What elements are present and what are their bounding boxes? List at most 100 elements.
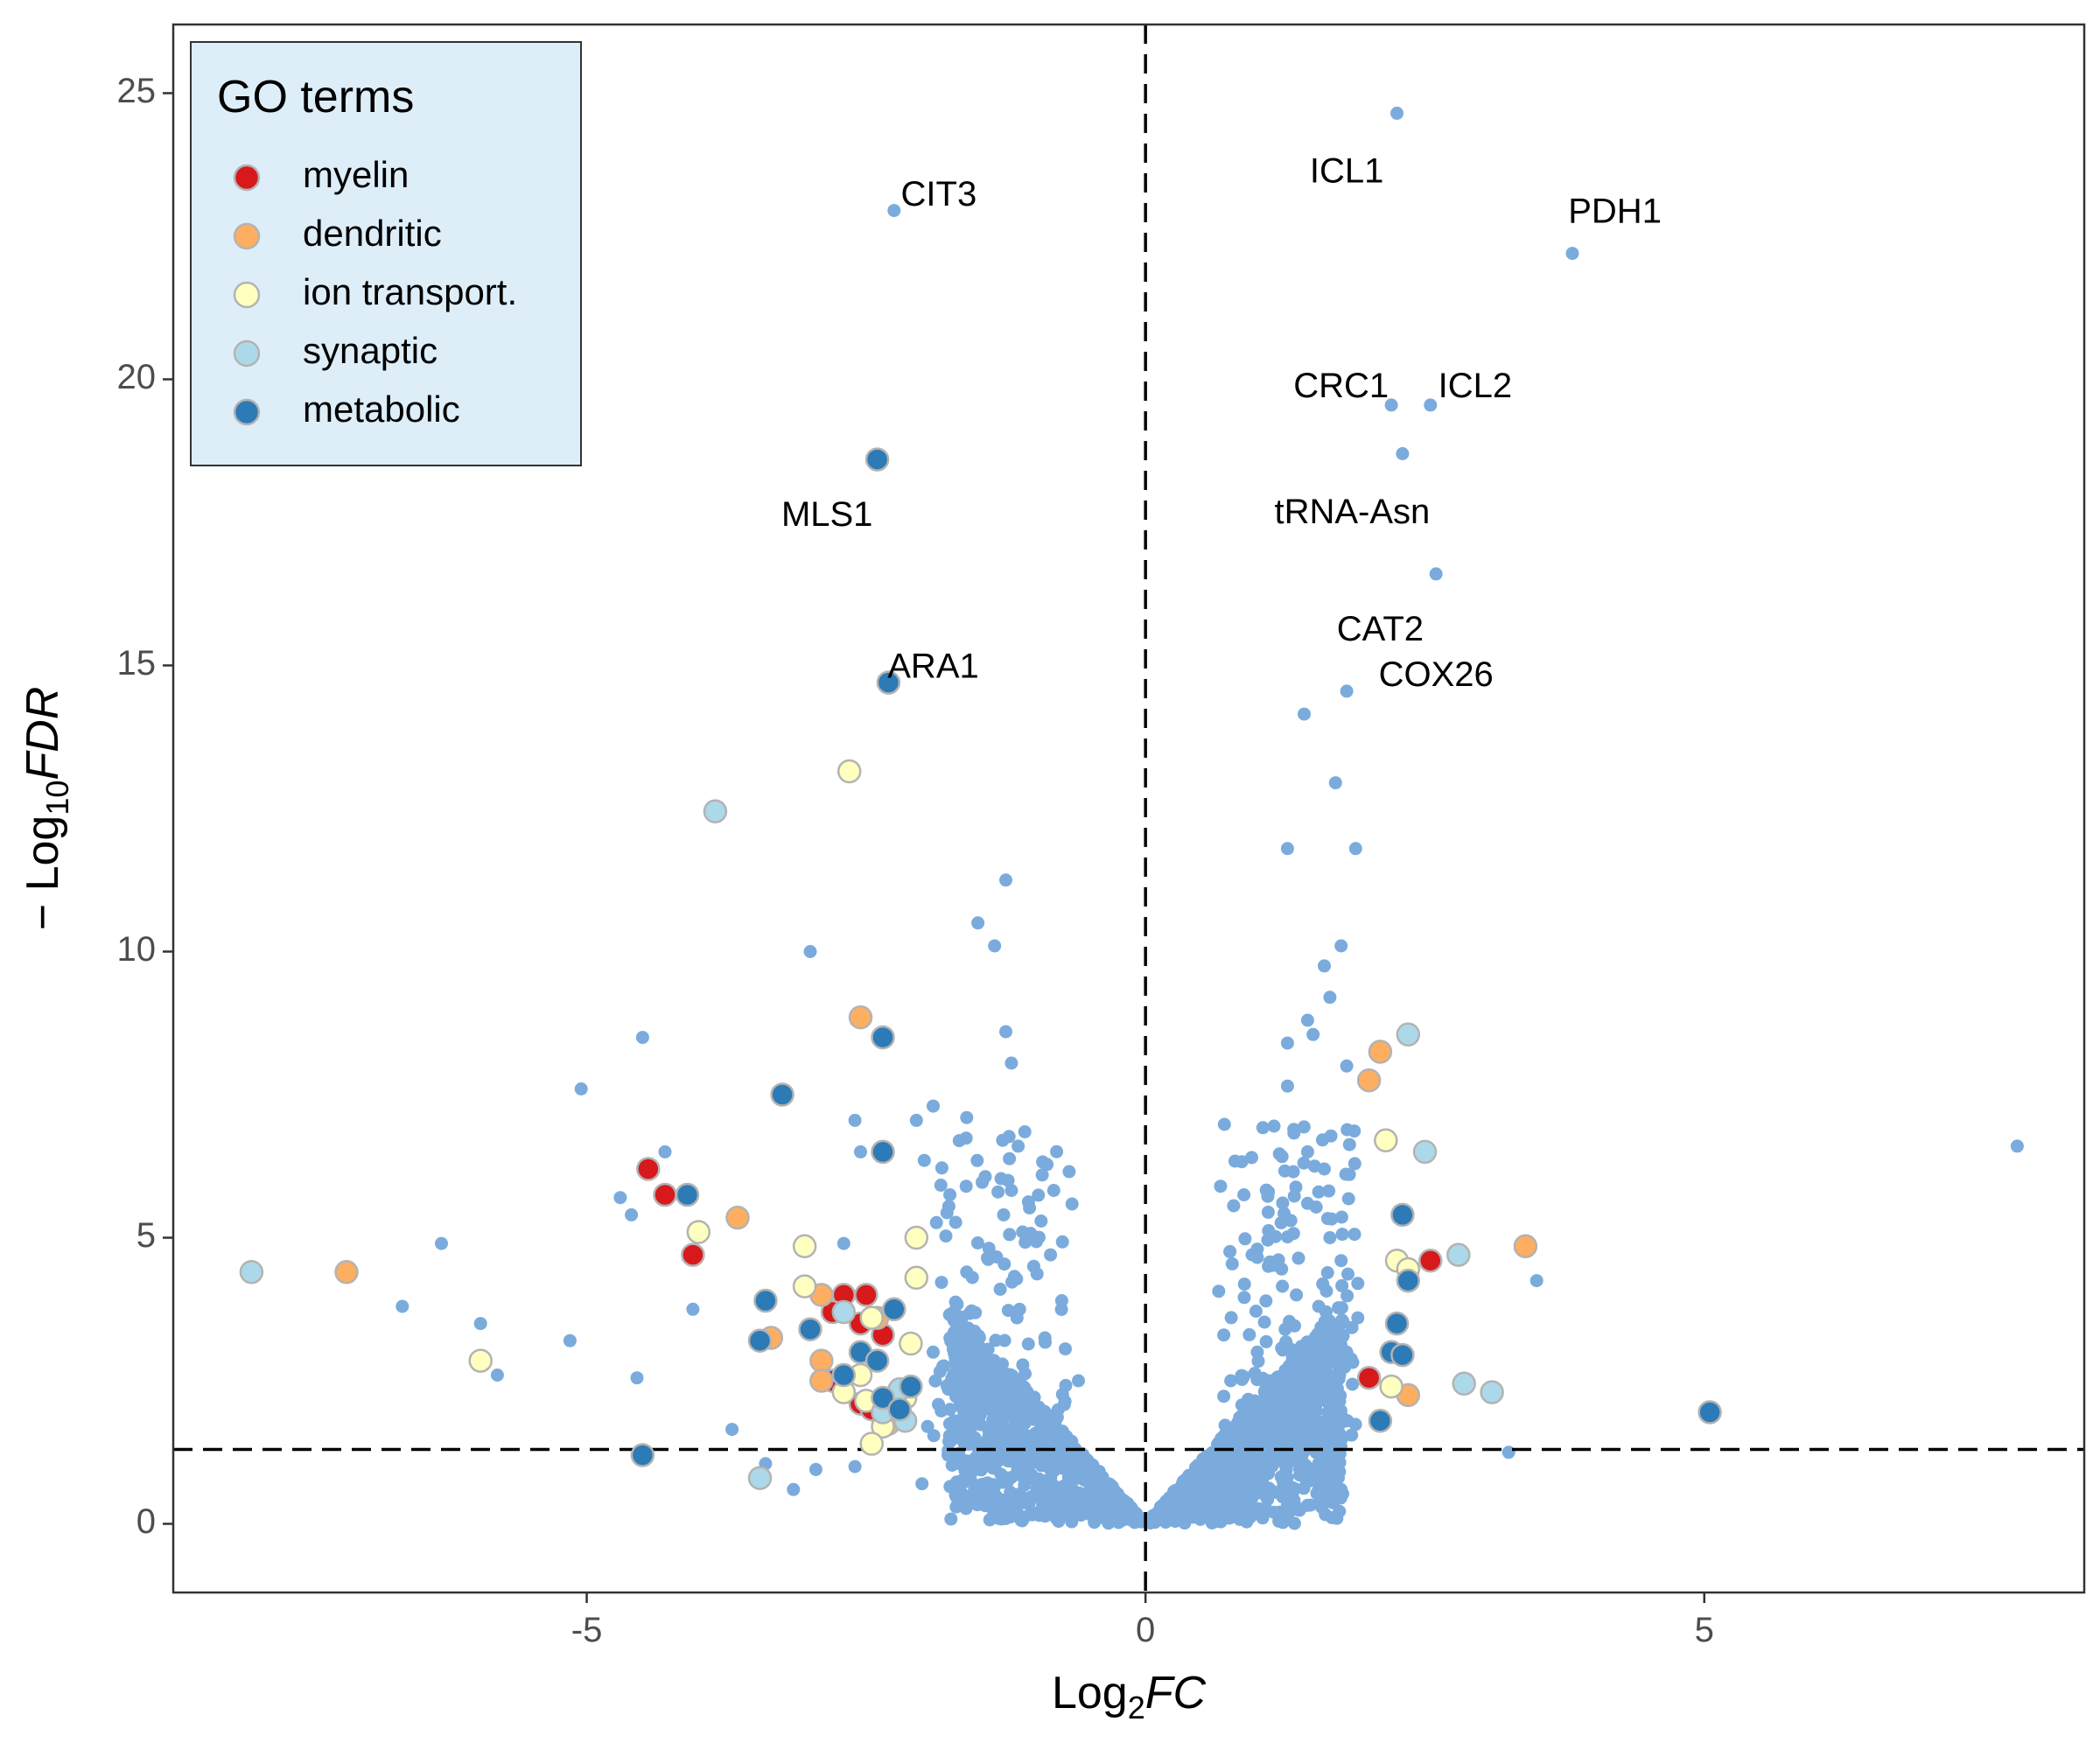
background-point	[1335, 1228, 1349, 1242]
legend-label: myelin	[303, 154, 409, 195]
background-point	[1034, 1214, 1048, 1228]
background-point	[1273, 1453, 1287, 1467]
y-title-italic: FDR	[18, 687, 68, 780]
go-point-metabolic	[798, 1317, 822, 1341]
gene-label: ARA1	[887, 647, 979, 685]
go-point-metabolic	[630, 1443, 655, 1467]
background-point	[1297, 1156, 1311, 1170]
background-point	[1302, 1404, 1316, 1418]
background-point	[939, 1229, 953, 1243]
background-point	[1236, 1474, 1250, 1488]
background-point	[974, 1380, 988, 1394]
background-point	[1345, 1320, 1359, 1334]
background-point	[1053, 1435, 1067, 1448]
go-point-ion-transport-	[836, 759, 862, 784]
background-point	[1315, 1133, 1329, 1147]
background-point	[1173, 1489, 1187, 1503]
background-point	[787, 1482, 801, 1496]
background-point	[1010, 1272, 1024, 1286]
background-point	[1247, 1415, 1260, 1429]
legend: GO terms myelin dendritic ion transport. sy…	[190, 41, 582, 466]
background-point	[1068, 1492, 1082, 1506]
background-point	[1308, 1371, 1322, 1385]
gene-label: CIT3	[901, 175, 977, 214]
background-point	[1294, 1340, 1308, 1354]
background-point	[1286, 1165, 1300, 1179]
x-title-sub: 2	[1128, 1690, 1145, 1726]
background-point	[997, 1208, 1011, 1222]
background-point	[1334, 1316, 1348, 1330]
background-point	[1002, 1130, 1016, 1144]
background-point	[1017, 1396, 1031, 1410]
background-point	[1054, 1294, 1068, 1307]
go-point-metabolic	[1396, 1268, 1421, 1293]
background-point	[1004, 1500, 1018, 1514]
gene-label: CAT2	[1337, 610, 1424, 648]
gene-label: COX26	[1379, 655, 1494, 694]
background-point	[1262, 1259, 1276, 1273]
go-point-synaptic	[1446, 1242, 1471, 1267]
y-tick-label: 25	[117, 72, 157, 110]
background-point	[1257, 1488, 1271, 1502]
legend-swatch	[233, 398, 261, 426]
legend-label: metabolic	[303, 388, 460, 430]
background-point	[960, 1472, 974, 1486]
background-point	[1019, 1431, 1033, 1445]
background-point	[953, 1398, 967, 1412]
background-point	[988, 939, 1002, 953]
background-point	[1217, 1390, 1231, 1404]
x-title-italic: FC	[1145, 1668, 1207, 1718]
background-point	[948, 1215, 962, 1229]
go-point-metabolic	[1698, 1400, 1722, 1424]
legend-swatch	[233, 164, 261, 192]
background-point	[2010, 1139, 2024, 1153]
background-point	[1320, 1266, 1334, 1279]
background-point	[1237, 1278, 1251, 1292]
go-point-synaptic	[1396, 1022, 1421, 1047]
go-point-ion-transport-	[792, 1274, 817, 1298]
background-point	[1334, 939, 1348, 953]
go-point-ion-transport-	[792, 1234, 817, 1259]
background-point	[960, 1265, 974, 1279]
background-point	[909, 1113, 923, 1127]
background-point	[934, 1276, 948, 1290]
background-point	[1346, 1377, 1360, 1391]
background-point	[1322, 1184, 1336, 1198]
background-point	[1295, 1356, 1309, 1370]
background-point	[1284, 1416, 1298, 1430]
background-point	[1280, 842, 1294, 856]
background-point	[1334, 1210, 1348, 1224]
y-title-sub: 10	[39, 780, 75, 816]
background-point	[998, 1379, 1012, 1393]
background-point	[1032, 1230, 1046, 1244]
background-point	[1058, 1395, 1072, 1409]
background-point	[1334, 1482, 1348, 1496]
background-point	[1046, 1458, 1060, 1472]
background-point	[1278, 1322, 1292, 1336]
go-point-metabolic	[1390, 1342, 1415, 1368]
background-point	[1256, 1452, 1270, 1466]
background-point	[1340, 684, 1354, 698]
background-point	[1021, 1337, 1035, 1351]
background-point	[1014, 1452, 1028, 1466]
background-point	[969, 1306, 983, 1320]
background-point	[1245, 1151, 1258, 1165]
background-point	[996, 1357, 1009, 1371]
y-tick-label: 5	[136, 1216, 156, 1255]
background-point	[940, 1206, 954, 1220]
background-point	[964, 1414, 978, 1428]
background-point	[1227, 1199, 1241, 1213]
background-point	[1340, 1059, 1354, 1073]
background-point	[962, 1497, 976, 1511]
background-point	[1003, 1152, 1017, 1166]
background-point	[1180, 1480, 1194, 1494]
legend-label: ion transport.	[303, 271, 517, 312]
go-point-metabolic	[871, 1025, 895, 1050]
go-point-myelin	[1356, 1365, 1382, 1390]
go-point-dendritic	[809, 1348, 834, 1373]
background-point	[1334, 1404, 1348, 1418]
go-point-ion-transport-	[859, 1432, 884, 1456]
legend-label: synaptic	[303, 330, 438, 371]
background-point	[1297, 1383, 1311, 1396]
go-point-ion-transport-	[904, 1225, 929, 1250]
